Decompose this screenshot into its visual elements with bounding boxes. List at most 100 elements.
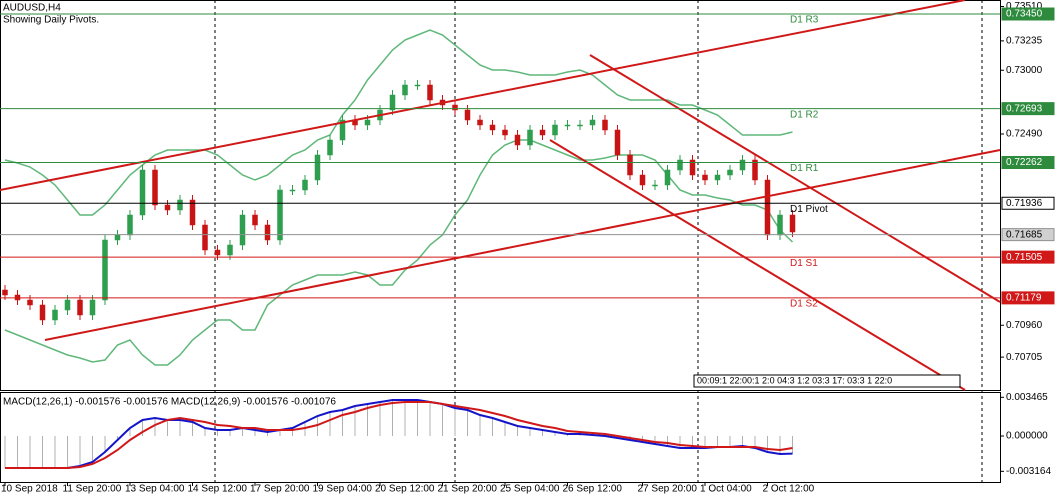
current-price-label: 0.71685 bbox=[1006, 229, 1043, 240]
plot bbox=[2, 80, 796, 469]
pivot-name: D1 R1 bbox=[790, 163, 819, 174]
trend-line bbox=[0, 0, 966, 191]
candle-body bbox=[789, 214, 796, 233]
candle-body bbox=[689, 159, 696, 176]
candle-body bbox=[52, 309, 58, 321]
y-tick-label: 0.73000 bbox=[1006, 65, 1043, 76]
pivot-name: D1 S2 bbox=[790, 299, 818, 310]
y-tick-label: 0.73510 bbox=[1006, 1, 1043, 12]
current-price-box bbox=[1001, 228, 1055, 242]
candle-body bbox=[739, 159, 746, 171]
candle-body bbox=[114, 234, 121, 241]
candle-body bbox=[339, 119, 346, 141]
candle-body bbox=[752, 159, 758, 181]
symbol-title: AUDUSD,H4 bbox=[3, 3, 61, 14]
candle-body bbox=[477, 119, 483, 126]
pivot-name: D1 Pivot bbox=[790, 204, 828, 215]
candle-body bbox=[414, 84, 421, 87]
y-tick-label: -0.003164 bbox=[1006, 466, 1051, 477]
pivot-subtitle: Showing Daily Pivots. bbox=[3, 15, 99, 26]
candle-body bbox=[652, 184, 658, 187]
candle-body bbox=[702, 174, 708, 181]
bollinger-band bbox=[4, 29, 793, 216]
trend-line bbox=[589, 54, 1001, 303]
candle-body bbox=[139, 169, 146, 216]
x-tick-label: 17 Sep 20:00 bbox=[250, 484, 310, 495]
candle-body bbox=[639, 174, 646, 186]
y-tick-label: 0.73235 bbox=[1006, 36, 1043, 47]
pivot-price-box bbox=[1001, 250, 1055, 264]
x-tick-label: 19 Sep 04:00 bbox=[313, 484, 373, 495]
x-tick-label: 11 Sep 20:00 bbox=[63, 484, 122, 495]
candle-body bbox=[202, 224, 208, 251]
x-tick-label: 27 Sep 20:00 bbox=[638, 484, 698, 495]
macd-title: MACD(12,26,1) -0.001576 -0.001576 MACD(1… bbox=[3, 397, 336, 408]
trend-line bbox=[549, 139, 966, 391]
candle-body bbox=[777, 214, 783, 236]
candle-body bbox=[227, 244, 233, 256]
pivot-price-box bbox=[1001, 7, 1055, 21]
candle-body bbox=[164, 204, 171, 211]
bollinger-band bbox=[4, 139, 794, 366]
candle-body bbox=[39, 304, 46, 321]
candle-body bbox=[502, 129, 508, 136]
candle-body bbox=[402, 84, 408, 96]
candle-body bbox=[252, 214, 258, 226]
x-tick-label: 14 Sep 12:00 bbox=[188, 484, 248, 495]
candle-body bbox=[452, 104, 458, 111]
candle-body bbox=[64, 299, 71, 311]
pivot-name: D1 R3 bbox=[790, 15, 819, 26]
candle-body bbox=[464, 109, 471, 121]
x-tick-label: 20 Sep 12:00 bbox=[375, 484, 435, 495]
pivot-name: D1 S1 bbox=[790, 258, 818, 269]
price-pane bbox=[0, 0, 1001, 391]
y-tick-label: 0.72490 bbox=[1006, 129, 1043, 140]
macd-line bbox=[5, 399, 793, 469]
candle-body bbox=[489, 124, 496, 131]
candle-body bbox=[614, 129, 621, 156]
x-tick-label: 13 Sep 04:00 bbox=[125, 484, 185, 495]
status-box bbox=[693, 374, 961, 388]
y-tick-label: 0.000000 bbox=[1006, 431, 1048, 442]
pivot-price-label: 0.72262 bbox=[1006, 157, 1043, 168]
candle-body bbox=[152, 169, 158, 206]
candle-body bbox=[727, 169, 733, 176]
candle-body bbox=[264, 224, 271, 241]
candle-body bbox=[127, 214, 133, 236]
candle-body bbox=[302, 179, 308, 191]
candle-body bbox=[327, 139, 333, 156]
x-tick-label: 1 Oct 04:00 bbox=[700, 484, 752, 495]
status-text: 00:09:1 22:00:1 2:0 04:3 1:2 03:3 17: 03… bbox=[697, 375, 892, 385]
candle-body bbox=[552, 124, 558, 136]
pivot-price-label: 0.71179 bbox=[1006, 293, 1042, 304]
candle-body bbox=[539, 129, 546, 136]
candle-body bbox=[764, 179, 771, 236]
candle-body bbox=[277, 189, 283, 241]
candle-body bbox=[589, 119, 596, 126]
candle-body bbox=[664, 169, 671, 186]
x-tick-label: 25 Sep 04:00 bbox=[500, 484, 560, 495]
candle-body bbox=[102, 239, 108, 301]
pivot-price-box bbox=[1001, 196, 1055, 210]
pivot-price-box bbox=[1001, 291, 1055, 305]
trend-line bbox=[44, 149, 1001, 341]
candle-body bbox=[27, 299, 33, 306]
candle-body bbox=[389, 94, 396, 111]
x-tick-label: 26 Sep 12:00 bbox=[563, 484, 623, 495]
overlays: D1 R3 D1 R2 D1 R1 D1 Pivot D1 S1 D1 S2 bbox=[0, 13, 1000, 310]
indicators bbox=[4, 29, 794, 468]
y-tick-label: 0.003465 bbox=[1006, 392, 1048, 403]
y-tick-label: 0.70960 bbox=[1006, 320, 1043, 331]
candle-body bbox=[77, 299, 83, 316]
candle-body bbox=[239, 214, 246, 246]
candle-body bbox=[289, 189, 296, 192]
pivot-name: D1 R2 bbox=[790, 109, 819, 120]
candle-body bbox=[364, 119, 371, 126]
macd-pane bbox=[0, 392, 1001, 483]
candle-body bbox=[677, 159, 683, 171]
candle-body bbox=[214, 249, 221, 256]
candle-body bbox=[177, 199, 183, 211]
candle-body bbox=[602, 119, 608, 131]
candle-body bbox=[714, 174, 721, 181]
